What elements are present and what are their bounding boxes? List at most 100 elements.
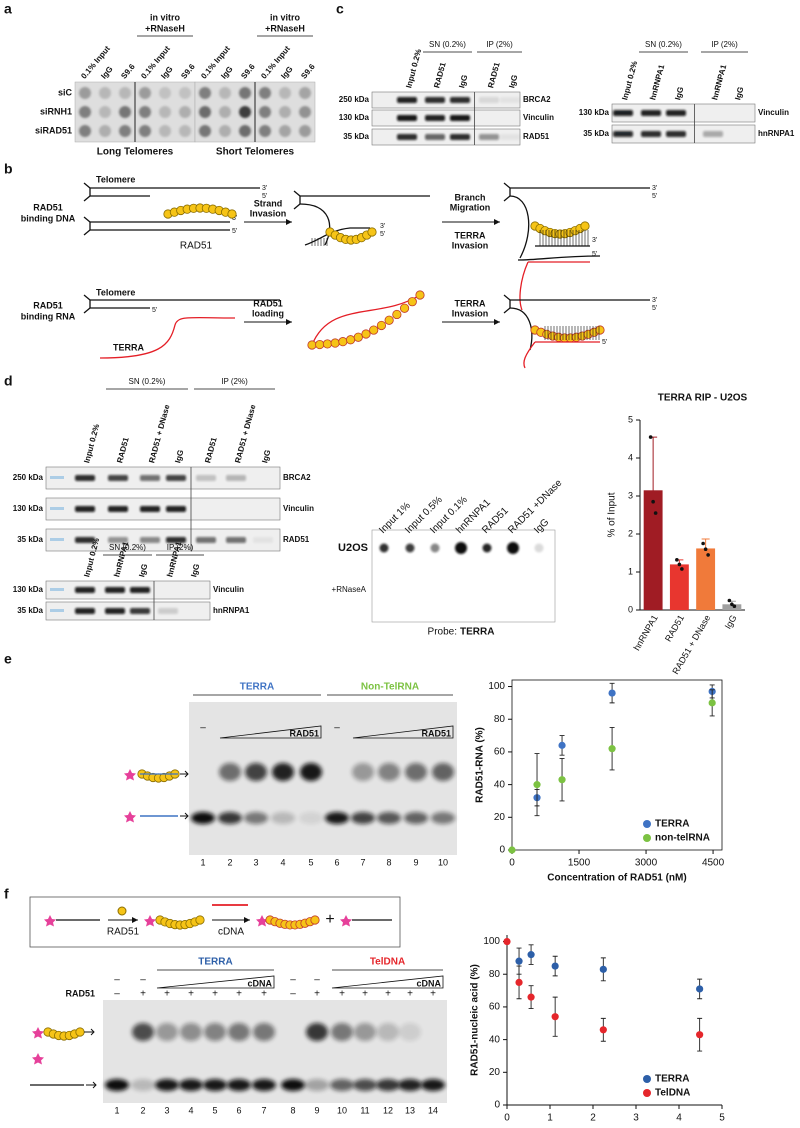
- dot: [199, 125, 211, 137]
- x-tick-label: 0: [509, 858, 515, 869]
- data-point: [527, 951, 535, 959]
- dot: [299, 125, 311, 137]
- rad51-bead: [338, 337, 348, 347]
- sign: +: [362, 989, 368, 1000]
- sign: +: [430, 989, 436, 1000]
- band: [196, 537, 216, 543]
- star: [32, 1027, 44, 1039]
- telomere-label: Telomere: [96, 174, 135, 184]
- band: [376, 1079, 400, 1091]
- lane-number: 8: [386, 857, 391, 867]
- dot: [239, 87, 251, 99]
- dot: [219, 106, 231, 118]
- group-label: TERRA: [198, 957, 232, 968]
- label: TERRA: [455, 230, 486, 240]
- lane-number: 3: [164, 1105, 169, 1115]
- data-point: [515, 978, 523, 987]
- lane-number: 1: [200, 857, 205, 867]
- band: [404, 812, 428, 824]
- end-label: 3': [652, 185, 657, 192]
- column-label: IgG: [137, 563, 149, 578]
- lane-number: 14: [428, 1105, 438, 1115]
- dot: [219, 125, 231, 137]
- dot: [279, 106, 291, 118]
- band: [378, 763, 400, 781]
- sign: +: [407, 989, 413, 1000]
- strand: [509, 195, 530, 259]
- fork: [293, 190, 301, 197]
- x-tick-label: 0: [504, 1113, 510, 1124]
- protein-label: hnRNPA1: [758, 129, 795, 138]
- band: [377, 1023, 399, 1041]
- y-tick-label: 2: [628, 528, 633, 538]
- band: [405, 763, 427, 781]
- sign: –: [114, 975, 120, 986]
- mw-label: 130 kDa: [579, 108, 610, 117]
- mw-label: 250 kDa: [13, 473, 44, 482]
- arrow-head: [286, 219, 292, 225]
- band: [641, 110, 661, 116]
- gradient-label: RAD51: [421, 728, 451, 738]
- band: [140, 475, 160, 481]
- fork: [83, 307, 91, 314]
- protein-label: RAD51: [283, 535, 310, 544]
- panel-label: f: [4, 886, 9, 902]
- band: [300, 763, 322, 781]
- band: [158, 608, 178, 614]
- y-tick-label: 4: [628, 452, 633, 462]
- lane-number: 11: [360, 1105, 369, 1115]
- blot-strip: [45, 580, 211, 600]
- band: [245, 763, 267, 781]
- sign: +: [385, 989, 391, 1000]
- lane-number: 4: [188, 1105, 193, 1115]
- lane-number: 12: [383, 1105, 393, 1115]
- end-label: 5': [380, 231, 385, 238]
- blot-title: Long Telomeres: [97, 147, 174, 158]
- data-point: [515, 957, 523, 965]
- band: [191, 812, 215, 824]
- y-tick-label: 0: [499, 845, 505, 856]
- band: [132, 1023, 154, 1041]
- fork: [503, 195, 511, 202]
- band: [105, 587, 125, 593]
- lane-number: 10: [337, 1105, 347, 1115]
- strand: [299, 203, 331, 246]
- band: [398, 1079, 422, 1091]
- mw-label: 130 kDa: [13, 585, 44, 594]
- dot: [159, 125, 171, 137]
- data-point: [732, 604, 737, 608]
- dot: [179, 106, 191, 118]
- band: [666, 131, 686, 137]
- data-point: [653, 511, 658, 515]
- band: [331, 1023, 353, 1041]
- sign: +: [261, 989, 267, 1000]
- data-point: [727, 598, 732, 603]
- data-point: [701, 541, 705, 546]
- dot: [119, 125, 131, 137]
- label: Invasion: [452, 308, 489, 318]
- y-tick-label: 60: [494, 747, 506, 758]
- dot: [379, 543, 389, 553]
- star: [124, 769, 136, 781]
- y-tick-label: 80: [494, 714, 506, 725]
- row-label: RAD51: [65, 988, 95, 998]
- band: [500, 134, 520, 140]
- legend-label: non-telRNA: [655, 833, 710, 844]
- chart-title: TERRA RIP - U2OS: [658, 393, 748, 404]
- band: [613, 131, 633, 137]
- fork: [83, 294, 91, 301]
- sign: –: [290, 989, 296, 1000]
- column-label: IgG: [159, 65, 174, 81]
- rad51-bead: [307, 340, 317, 350]
- row-label: RAD51: [33, 202, 63, 212]
- rad51-bead: [369, 325, 379, 335]
- dot: [199, 106, 211, 118]
- dot: [279, 87, 291, 99]
- band: [421, 1079, 445, 1091]
- y-tick-label: 40: [494, 779, 506, 790]
- data-point: [675, 558, 679, 562]
- data-point: [527, 993, 535, 1001]
- band: [228, 1023, 250, 1041]
- schematic-box: [29, 896, 401, 948]
